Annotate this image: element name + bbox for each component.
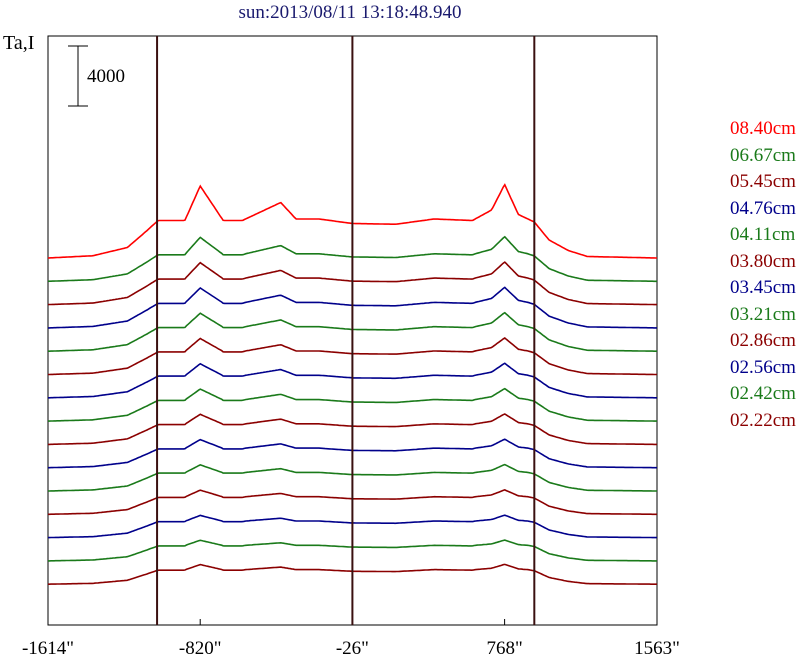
chart-title: sun:2013/08/11 13:18:48.940: [238, 2, 462, 23]
scale-bar-label: 4000: [87, 66, 125, 87]
x-tick-label: -26": [336, 638, 369, 659]
legend-item: 03.45cm: [730, 277, 796, 298]
legend-item: 08.40cm: [730, 118, 796, 139]
legend-item: 03.80cm: [730, 250, 796, 272]
legend-item: 04.76cm: [730, 197, 796, 219]
legend-item: 05.45cm: [730, 171, 796, 192]
x-tick-label: -1614": [22, 638, 74, 659]
legend-item: 03.21cm: [730, 303, 796, 325]
legend-item: 02.22cm: [730, 409, 796, 431]
legend-item: 02.86cm: [730, 330, 796, 351]
legend-item: 02.42cm: [730, 383, 796, 404]
x-tick-label: 768": [486, 638, 522, 659]
x-tick-label: 1563": [634, 638, 680, 659]
y-axis-label: Ta,I: [3, 32, 35, 54]
legend-item: 06.67cm: [730, 144, 796, 166]
legend-item: 02.56cm: [730, 356, 796, 378]
legend-item: 04.11cm: [730, 224, 796, 245]
x-tick-label: -820": [179, 638, 222, 659]
